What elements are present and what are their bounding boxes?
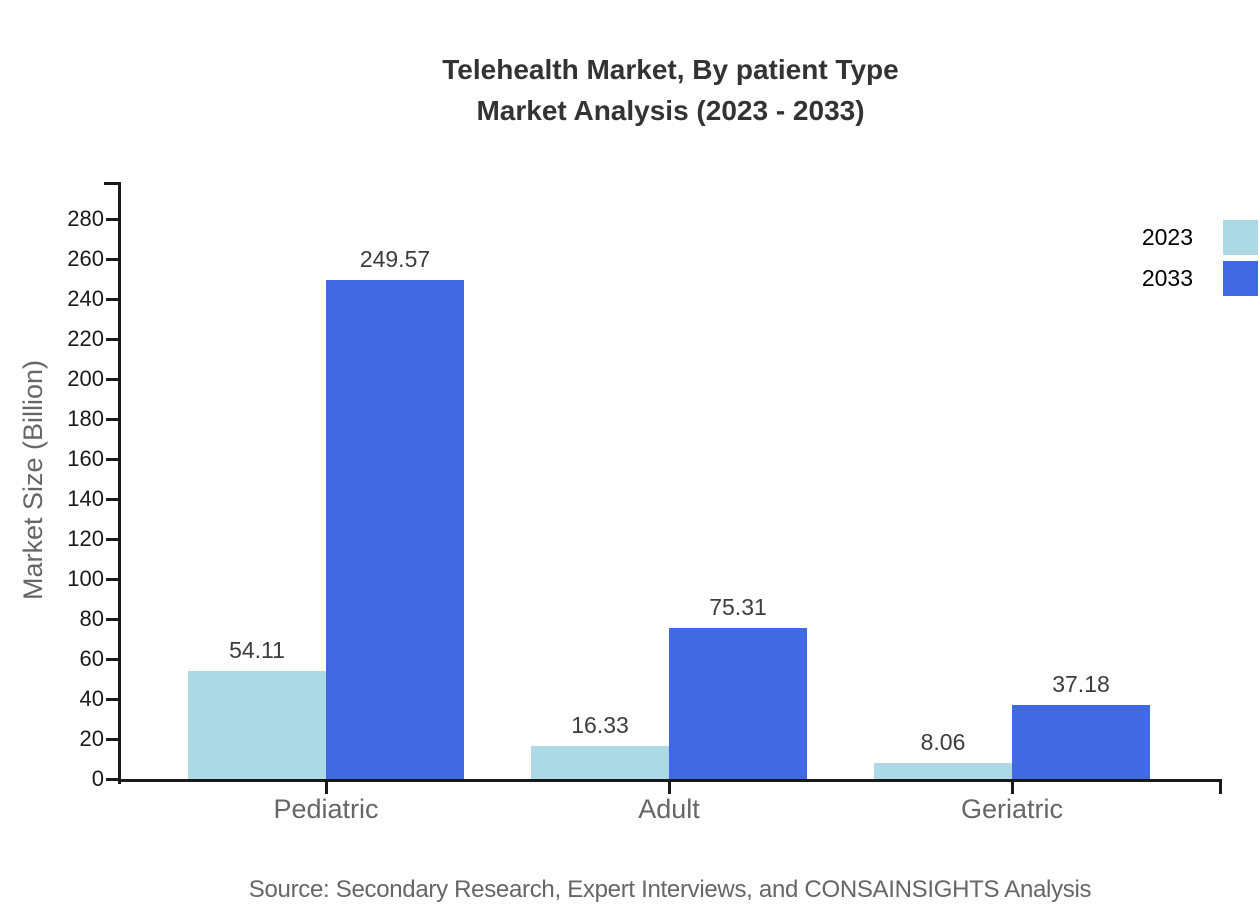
y-tick xyxy=(106,298,118,301)
legend-swatch xyxy=(1223,261,1258,296)
y-tick-label: 120 xyxy=(67,526,104,551)
y-tick-label: 280 xyxy=(67,206,104,231)
chart-title-line2: Market Analysis (2023 - 2033) xyxy=(476,95,865,126)
y-tick-label: 180 xyxy=(67,406,104,431)
y-tick-label: 260 xyxy=(67,246,104,271)
y-tick-label: 200 xyxy=(67,366,104,391)
y-tick xyxy=(106,378,118,381)
bar-value-label: 16.33 xyxy=(571,712,629,738)
y-tick xyxy=(106,258,118,261)
y-tick-label: 20 xyxy=(79,726,104,751)
y-tick xyxy=(106,738,118,741)
bar-2023-pediatric xyxy=(188,671,326,779)
category-label-geriatric: Geriatric xyxy=(960,794,1063,824)
y-tick-label: 60 xyxy=(79,646,104,671)
y-tick xyxy=(106,458,118,461)
y-axis-end-cap xyxy=(104,182,121,185)
y-tick xyxy=(106,498,118,501)
y-tick-label: 80 xyxy=(79,606,104,631)
bar-value-label: 54.11 xyxy=(229,637,285,663)
category-label-pediatric: Pediatric xyxy=(273,794,379,824)
y-tick-label: 140 xyxy=(67,486,104,511)
bar-value-label: 37.18 xyxy=(1052,671,1110,697)
bar-2033-geriatric xyxy=(1012,705,1150,779)
y-tick xyxy=(106,338,118,341)
x-axis-line xyxy=(118,779,1222,782)
chart-title-line1: Telehealth Market, By patient Type xyxy=(442,54,899,85)
y-tick-label: 240 xyxy=(67,286,104,311)
bar-2023-adult xyxy=(531,746,669,779)
bar-value-label: 75.31 xyxy=(709,594,767,620)
bar-2033-adult xyxy=(669,628,807,779)
source-note: Source: Secondary Research, Expert Inter… xyxy=(248,876,1092,903)
y-tick xyxy=(106,538,118,541)
y-tick-label: 160 xyxy=(67,446,104,471)
category-label-adult: Adult xyxy=(638,794,700,824)
y-axis-line xyxy=(118,182,121,784)
y-tick xyxy=(106,778,118,781)
legend-label: 2033 xyxy=(1141,265,1193,291)
x-axis-end-cap xyxy=(1219,779,1222,794)
bar-value-label: 249.57 xyxy=(359,246,431,272)
x-tick xyxy=(325,782,328,794)
x-tick xyxy=(1011,782,1014,794)
y-tick-label: 220 xyxy=(67,326,104,351)
legend-label: 2023 xyxy=(1141,224,1193,250)
y-tick-label: 40 xyxy=(79,686,104,711)
y-tick xyxy=(106,618,118,621)
y-tick xyxy=(106,418,118,421)
bar-value-label: 8.06 xyxy=(920,729,966,755)
y-tick-label: 0 xyxy=(91,766,104,791)
y-tick xyxy=(106,578,118,581)
chart-title: Telehealth Market, By patient Type Marke… xyxy=(120,49,1221,131)
legend-entry-2023: 2023 xyxy=(1142,220,1260,255)
legend-swatch xyxy=(1223,220,1258,255)
bar-2033-pediatric xyxy=(326,280,464,779)
y-tick-label: 100 xyxy=(67,566,104,591)
legend-entry-2033: 2033 xyxy=(1142,261,1260,296)
legend: 2023 2033 xyxy=(1142,220,1260,302)
y-tick xyxy=(106,218,118,221)
x-tick xyxy=(668,782,671,794)
y-tick xyxy=(106,698,118,701)
bar-2023-geriatric xyxy=(874,763,1012,779)
y-tick xyxy=(106,658,118,661)
